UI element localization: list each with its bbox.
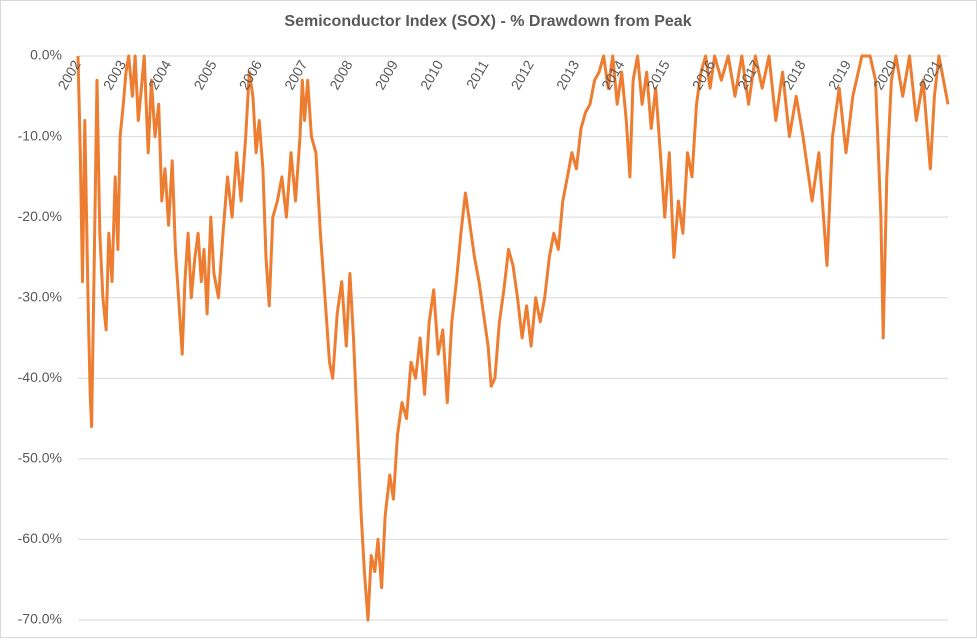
y-tick-label: -50.0% (18, 450, 62, 466)
y-tick-label: -10.0% (18, 127, 62, 143)
y-tick-label: -40.0% (18, 369, 62, 385)
y-tick-label: -70.0% (18, 611, 62, 627)
y-tick-label: 0.0% (30, 47, 62, 63)
chart-title: Semiconductor Index (SOX) - % Drawdown f… (284, 13, 691, 30)
y-tick-label: -30.0% (18, 288, 62, 304)
line-series (76, 54, 950, 622)
y-tick-label: -20.0% (18, 208, 62, 224)
plot (76, 54, 950, 622)
y-tick-label: -60.0% (18, 530, 62, 546)
